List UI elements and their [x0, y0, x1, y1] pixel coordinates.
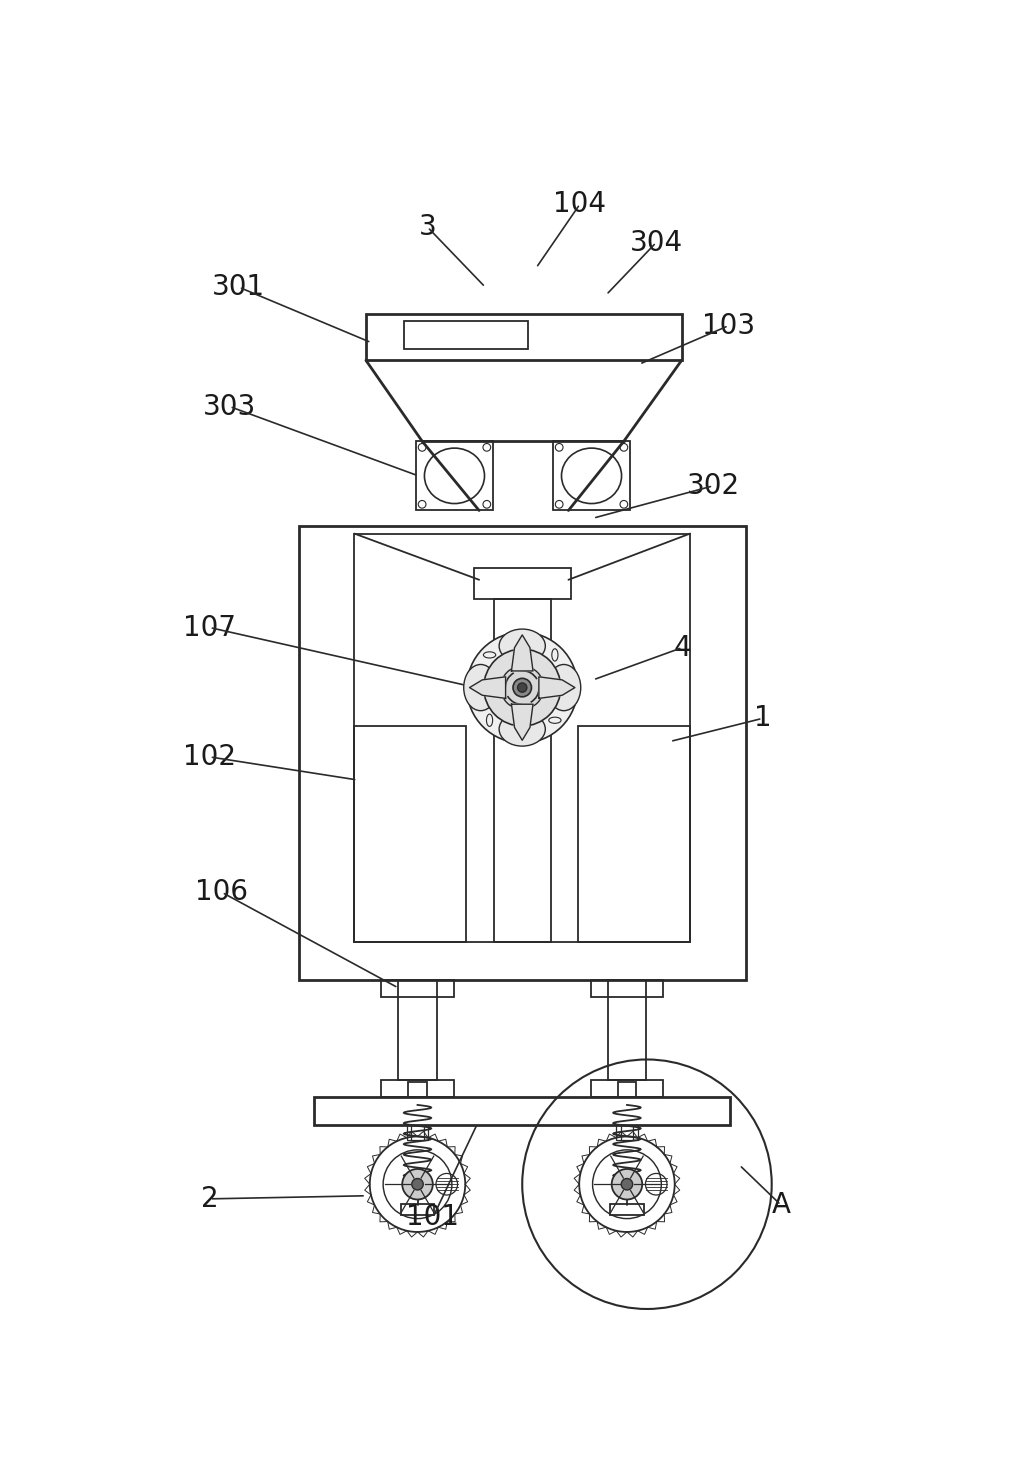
Bar: [579, 726, 690, 941]
Circle shape: [513, 679, 531, 697]
Text: 301: 301: [213, 273, 265, 301]
Text: 104: 104: [553, 190, 607, 218]
Bar: [591, 980, 663, 997]
Text: 3: 3: [418, 213, 437, 242]
Circle shape: [412, 1178, 424, 1190]
Text: 101: 101: [406, 1203, 460, 1232]
Text: A: A: [771, 1192, 791, 1220]
Bar: [591, 1080, 663, 1097]
Text: 303: 303: [203, 393, 256, 421]
Text: 2: 2: [200, 1186, 218, 1212]
Circle shape: [518, 683, 527, 692]
Bar: [398, 980, 437, 1080]
Bar: [493, 722, 551, 941]
Circle shape: [612, 1169, 642, 1199]
Text: 106: 106: [195, 879, 249, 907]
Bar: [404, 322, 527, 348]
Bar: [416, 442, 493, 510]
Bar: [474, 568, 571, 599]
Polygon shape: [512, 634, 533, 671]
Bar: [616, 1125, 637, 1140]
Circle shape: [501, 665, 544, 710]
Polygon shape: [512, 704, 533, 740]
Text: 302: 302: [687, 471, 740, 499]
Bar: [553, 442, 630, 510]
Ellipse shape: [464, 664, 498, 711]
Polygon shape: [539, 677, 575, 698]
Circle shape: [467, 633, 578, 742]
Bar: [366, 314, 682, 360]
Ellipse shape: [500, 628, 545, 662]
Text: 304: 304: [629, 228, 683, 256]
Bar: [381, 1080, 453, 1097]
Bar: [299, 526, 745, 980]
Bar: [618, 1082, 636, 1097]
Ellipse shape: [500, 713, 545, 745]
Bar: [610, 1205, 644, 1215]
Circle shape: [402, 1169, 433, 1199]
Bar: [355, 534, 690, 941]
Bar: [608, 980, 647, 1080]
Text: 4: 4: [673, 633, 691, 661]
Bar: [315, 1097, 730, 1125]
Circle shape: [484, 649, 560, 726]
Circle shape: [621, 1178, 632, 1190]
Bar: [355, 726, 466, 941]
Bar: [493, 599, 551, 661]
Bar: [407, 1125, 429, 1140]
Polygon shape: [470, 677, 506, 698]
Ellipse shape: [547, 664, 581, 711]
Bar: [408, 1082, 427, 1097]
Bar: [401, 1205, 435, 1215]
Bar: [381, 980, 453, 997]
Text: 107: 107: [183, 614, 236, 642]
Text: 1: 1: [754, 704, 771, 732]
Text: 103: 103: [702, 311, 756, 339]
Text: 102: 102: [183, 742, 236, 771]
